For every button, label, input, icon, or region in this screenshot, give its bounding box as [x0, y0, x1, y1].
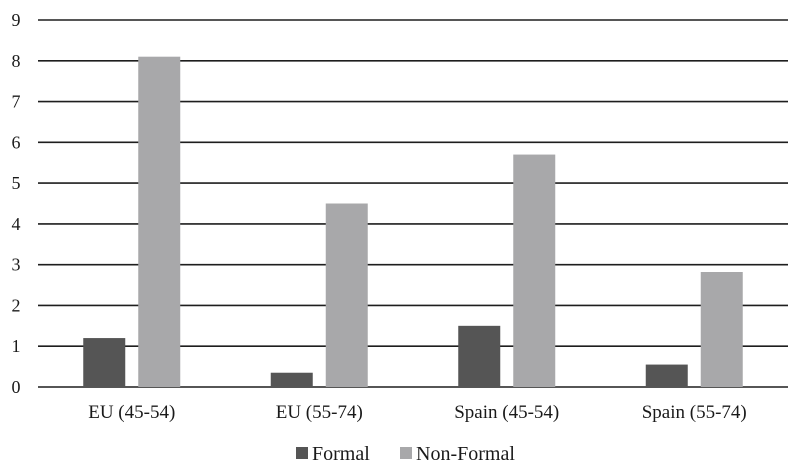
bar-non-formal-3 [700, 272, 743, 387]
bar-non-formal-2 [513, 154, 556, 387]
legend-swatch-non-formal [400, 447, 412, 459]
y-tick-label: 3 [12, 255, 21, 275]
legend-label: Formal [312, 443, 370, 465]
y-tick-label: 7 [12, 92, 21, 112]
legend-swatch-formal [296, 447, 308, 459]
y-tick-label: 5 [12, 173, 21, 193]
legend-label: Non-Formal [416, 443, 515, 465]
x-category-label: Spain (45-54) [454, 402, 559, 423]
x-category-label: Spain (55-74) [642, 402, 747, 423]
bar-formal-0 [83, 338, 126, 387]
y-tick-label: 4 [12, 214, 21, 234]
legend: Formal Non-Formal [296, 443, 515, 465]
bars [83, 56, 743, 387]
bar-formal-2 [458, 325, 501, 387]
y-tick-label: 9 [12, 10, 21, 30]
y-tick-label: 0 [12, 377, 21, 397]
bar-formal-3 [645, 364, 688, 387]
x-category-label: EU (45-54) [88, 402, 175, 423]
bar-non-formal-1 [325, 203, 368, 387]
bar-formal-1 [270, 372, 313, 387]
x-category-label: EU (55-74) [276, 402, 363, 423]
y-tick-label: 8 [12, 51, 21, 71]
y-tick-label: 2 [12, 295, 21, 315]
x-axis-labels: EU (45-54) EU (55-74) Spain (45-54) Spain (… [88, 402, 747, 423]
y-tick-label: 1 [12, 336, 21, 356]
y-axis-ticks: 0 1 2 3 4 5 6 7 8 9 [12, 10, 21, 397]
y-tick-label: 6 [12, 132, 21, 152]
bar-non-formal-0 [138, 56, 181, 387]
